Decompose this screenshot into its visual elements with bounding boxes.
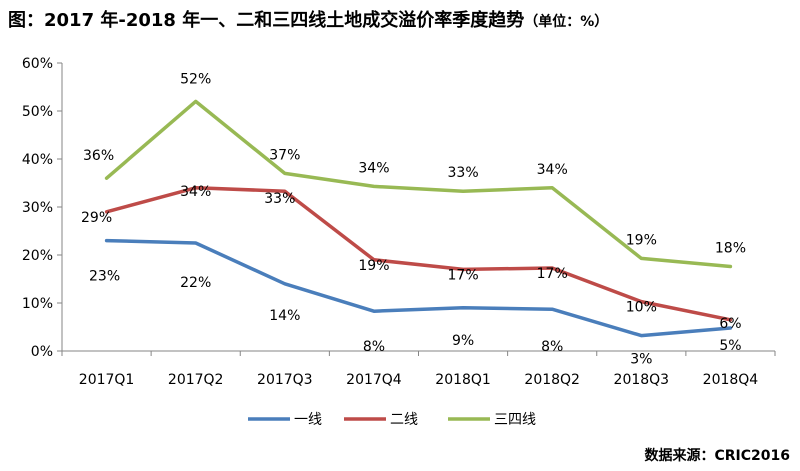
data-label: 8% <box>363 339 385 355</box>
data-label: 34% <box>358 160 389 176</box>
data-label: 34% <box>537 162 568 178</box>
y-tick-label: 30% <box>22 200 53 216</box>
series-line <box>104 238 733 338</box>
data-label: 3% <box>630 352 652 368</box>
legend-label: 二线 <box>390 412 418 428</box>
x-tick-label: 2017Q3 <box>257 372 313 388</box>
data-label: 22% <box>180 275 211 291</box>
x-tick-label: 2018Q4 <box>703 372 759 388</box>
x-tick-label: 2018Q3 <box>614 372 670 388</box>
x-tick-label: 2018Q2 <box>524 372 580 388</box>
y-tick-label: 50% <box>22 104 53 120</box>
data-label: 19% <box>358 258 389 274</box>
data-label: 17% <box>448 267 479 283</box>
data-label: 6% <box>719 316 741 332</box>
data-label: 33% <box>448 165 479 181</box>
chart-title-text: 图：2017 年-2018 年一、二和三四线土地成交溢价率季度趋势 <box>8 10 525 31</box>
source-note: 数据来源：CRIC2016 <box>644 448 790 464</box>
data-label: 34% <box>180 184 211 200</box>
data-label: 9% <box>452 333 474 349</box>
data-label: 14% <box>269 308 300 324</box>
y-tick-label: 40% <box>22 152 53 168</box>
data-label: 19% <box>626 232 657 248</box>
x-tick-label: 2018Q1 <box>435 372 491 388</box>
unit-note: （单位：%） <box>524 14 609 30</box>
y-tick-label: 10% <box>22 296 53 312</box>
data-label: 10% <box>626 300 657 316</box>
data-label: 36% <box>83 148 114 164</box>
y-tick-label: 0% <box>31 344 53 360</box>
series-line <box>104 99 733 269</box>
x-tick-label: 2017Q1 <box>79 372 135 388</box>
series-line <box>104 186 733 322</box>
legend-label: 三四线 <box>494 412 536 428</box>
data-label: 8% <box>541 339 563 355</box>
data-label: 52% <box>180 71 211 87</box>
data-label: 23% <box>89 269 120 285</box>
y-tick-label: 20% <box>22 248 53 264</box>
data-label: 17% <box>537 266 568 282</box>
chart-title: 图：2017 年-2018 年一、二和三四线土地成交溢价率季度趋势（单位：%） <box>8 6 608 32</box>
data-label: 37% <box>269 147 300 163</box>
y-tick-label: 60% <box>22 56 53 72</box>
data-label: 5% <box>719 338 741 354</box>
x-tick-label: 2017Q2 <box>168 372 224 388</box>
data-label: 33% <box>264 191 295 207</box>
data-label: 29% <box>81 210 112 226</box>
x-tick-label: 2017Q4 <box>346 372 402 388</box>
legend-label: 一线 <box>294 412 322 428</box>
data-label: 18% <box>715 241 746 257</box>
